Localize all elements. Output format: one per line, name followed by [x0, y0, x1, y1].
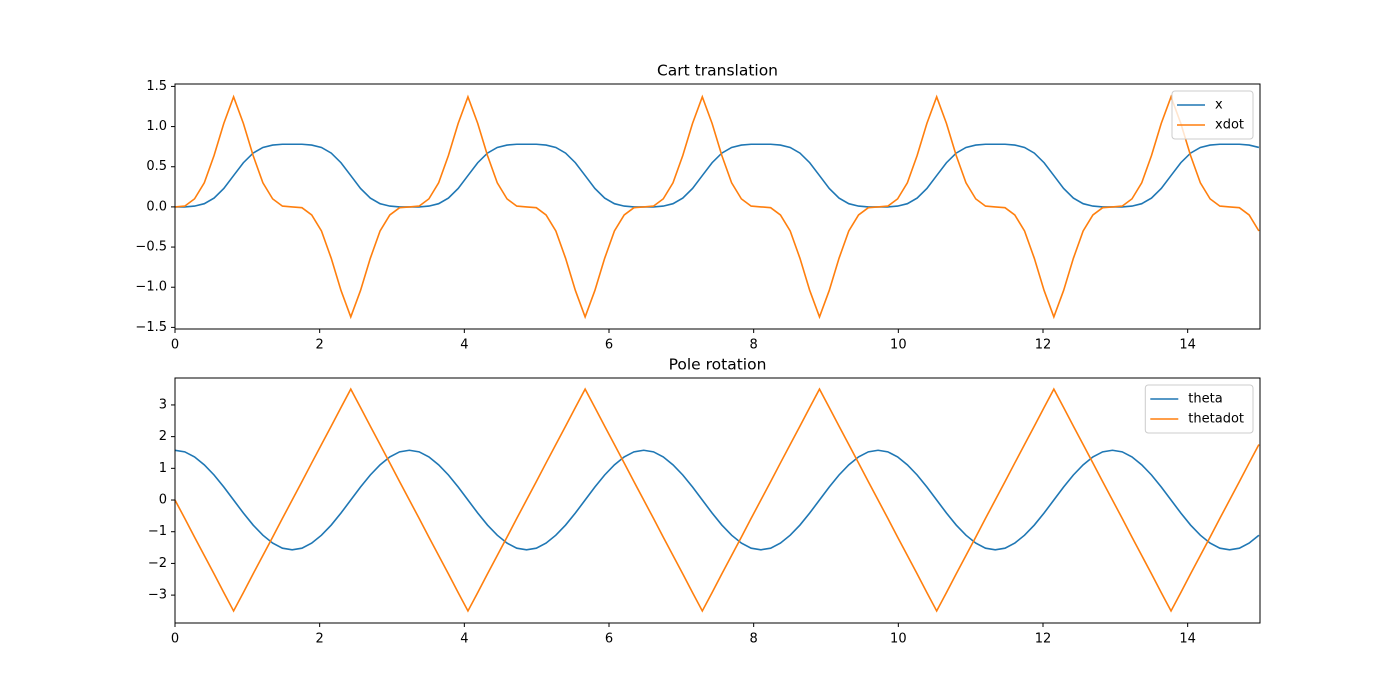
legend-label: thetadot — [1188, 412, 1244, 427]
x-tick-label: 14 — [1179, 632, 1196, 647]
x-tick-label: 2 — [316, 338, 324, 353]
series-line — [175, 449, 1260, 551]
chart-title: Pole rotation — [669, 356, 767, 374]
x-tick-label: 12 — [1035, 632, 1052, 647]
series-line — [175, 143, 1260, 208]
y-tick-label: 2 — [159, 429, 167, 444]
x-tick-label: 0 — [171, 338, 179, 353]
x-tick-label: 4 — [460, 338, 468, 353]
legend: theta thetadot — [1150, 392, 1244, 427]
x-tick-label: 12 — [1035, 338, 1052, 353]
y-tick-label: 0.0 — [146, 199, 167, 214]
x-tick-label: 14 — [1179, 338, 1196, 353]
axes-frame — [174, 83, 1261, 330]
legend-label: theta — [1188, 392, 1222, 407]
legend-frame — [1144, 384, 1254, 434]
x-tick-label: 6 — [605, 338, 613, 353]
series-line — [175, 387, 1260, 613]
y-tick-label: 0 — [159, 493, 167, 508]
series-line — [175, 94, 1260, 320]
x-tick-label: 0 — [171, 632, 179, 647]
x-tick-label: 4 — [460, 632, 468, 647]
y-tick-label: −3 — [148, 588, 167, 603]
chart-title: Cart translation — [657, 62, 778, 80]
y-tick-label: 1.5 — [146, 79, 167, 94]
y-tick-label: 1.0 — [146, 119, 167, 134]
y-tick-label: −0.5 — [135, 240, 167, 255]
y-tick-label: 1 — [159, 461, 167, 476]
y-tick-label: 3 — [159, 397, 167, 412]
x-tick-label: 10 — [890, 632, 907, 647]
x-tick-label: 6 — [605, 632, 613, 647]
legend-frame — [1171, 90, 1254, 140]
legend-label: x — [1215, 98, 1223, 113]
axes-frame — [174, 377, 1261, 624]
x-tick-label: 8 — [750, 632, 758, 647]
legend-label: xdot — [1215, 118, 1244, 133]
y-tick-label: −1 — [148, 524, 167, 539]
y-tick-label: −1.5 — [135, 320, 167, 335]
y-tick-label: −1.0 — [135, 280, 167, 295]
y-tick-label: −2 — [148, 556, 167, 571]
x-tick-label: 2 — [316, 632, 324, 647]
legend: x xdot — [1177, 98, 1244, 133]
y-tick-label: 0.5 — [146, 159, 167, 174]
x-tick-label: 8 — [750, 338, 758, 353]
x-tick-label: 10 — [890, 338, 907, 353]
